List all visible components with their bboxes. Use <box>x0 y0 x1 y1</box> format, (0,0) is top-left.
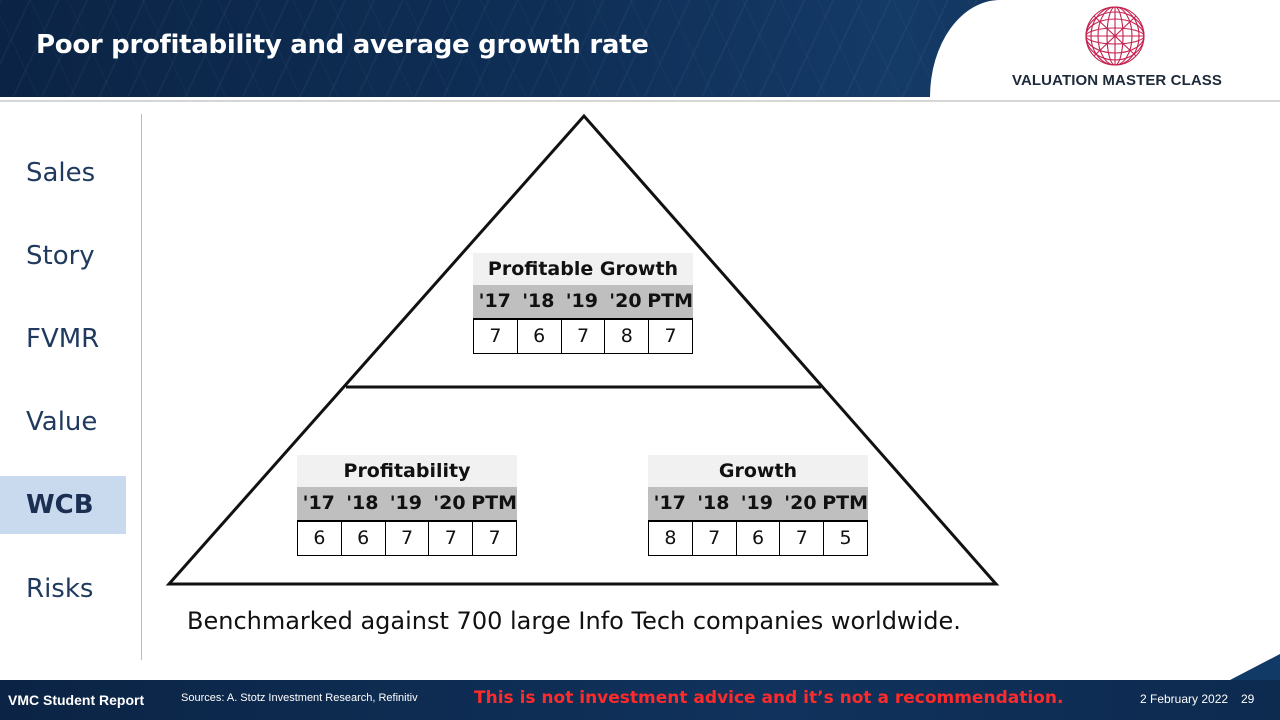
header-banner: Poor profitability and average growth ra… <box>0 0 1280 97</box>
sidebar-item-wcb[interactable]: WCB <box>0 476 126 534</box>
header-divider <box>0 100 1280 102</box>
score-cell: 7 <box>779 522 824 556</box>
score-cell: 7 <box>648 320 693 354</box>
table-header: '17 '18 '19 '20 PTM <box>297 487 517 520</box>
score-cell: 6 <box>297 522 341 556</box>
report-date: 2 February 2022 <box>1140 692 1229 706</box>
score-cell: 8 <box>604 320 649 354</box>
benchmark-note: Benchmarked against 700 large Info Tech … <box>187 607 961 635</box>
sidebar-divider <box>141 114 142 660</box>
pyramid-outline <box>165 113 1000 586</box>
score-cell: 5 <box>823 522 868 556</box>
brand-name: VALUATION MASTER CLASS <box>1012 72 1222 89</box>
column-header: '18 <box>697 492 730 514</box>
table-row: 7 6 7 8 7 <box>473 318 693 354</box>
column-header: '19 <box>389 492 422 514</box>
table-header: '17 '18 '19 '20 PTM <box>648 487 868 520</box>
growth-table: Growth '17 '18 '19 '20 PTM 8 7 6 7 5 <box>648 455 868 556</box>
score-cell: 7 <box>560 320 605 354</box>
score-cell: 7 <box>473 320 517 354</box>
sidebar-item-value[interactable]: Value <box>26 407 98 437</box>
sidebar-item-fvmr[interactable]: FVMR <box>26 324 100 354</box>
sidebar-item-story[interactable]: Story <box>26 241 95 271</box>
score-cell: 6 <box>735 522 780 556</box>
score-cell: 8 <box>648 522 692 556</box>
report-label: VMC Student Report <box>8 692 145 708</box>
column-header: '20 <box>784 492 817 514</box>
column-header: PTM <box>471 492 517 514</box>
column-header: '20 <box>609 290 642 312</box>
score-cell: 6 <box>340 522 385 556</box>
score-cell: 7 <box>691 522 736 556</box>
sidebar-item-risks[interactable]: Risks <box>26 574 94 604</box>
globe-icon <box>1085 6 1145 66</box>
disclaimer-text: This is not investment advice and it’s n… <box>474 688 1064 708</box>
logo-area <box>930 0 1280 97</box>
column-header: PTM <box>822 492 868 514</box>
table-row: 8 7 6 7 5 <box>648 520 868 556</box>
table-title: Profitable Growth <box>473 253 693 285</box>
column-header: '17 <box>302 492 335 514</box>
column-header: '20 <box>433 492 466 514</box>
column-header: '19 <box>565 290 598 312</box>
footer-corner-decoration <box>1230 654 1280 680</box>
column-header: '18 <box>522 290 555 312</box>
sidebar-item-sales[interactable]: Sales <box>26 158 96 188</box>
table-title: Profitability <box>297 455 517 487</box>
table-header: '17 '18 '19 '20 PTM <box>473 285 693 318</box>
score-cell: 7 <box>384 522 429 556</box>
page-number: 29 <box>1241 692 1255 706</box>
column-header: PTM <box>647 290 693 312</box>
column-header: '17 <box>478 290 511 312</box>
profitability-table: Profitability '17 '18 '19 '20 PTM 6 6 7 … <box>297 455 517 556</box>
sources-text: Sources: A. Stotz Investment Research, R… <box>181 692 418 704</box>
column-header: '17 <box>653 492 686 514</box>
column-header: '18 <box>346 492 379 514</box>
score-cell: 7 <box>428 522 473 556</box>
score-cell: 7 <box>472 522 517 556</box>
page-title: Poor profitability and average growth ra… <box>36 30 649 60</box>
table-title: Growth <box>648 455 868 487</box>
footer-bar: VMC Student Report Sources: A. Stotz Inv… <box>0 680 1280 720</box>
table-row: 6 6 7 7 7 <box>297 520 517 556</box>
score-cell: 6 <box>516 320 561 354</box>
column-header: '19 <box>740 492 773 514</box>
profitable-growth-table: Profitable Growth '17 '18 '19 '20 PTM 7 … <box>473 253 693 354</box>
